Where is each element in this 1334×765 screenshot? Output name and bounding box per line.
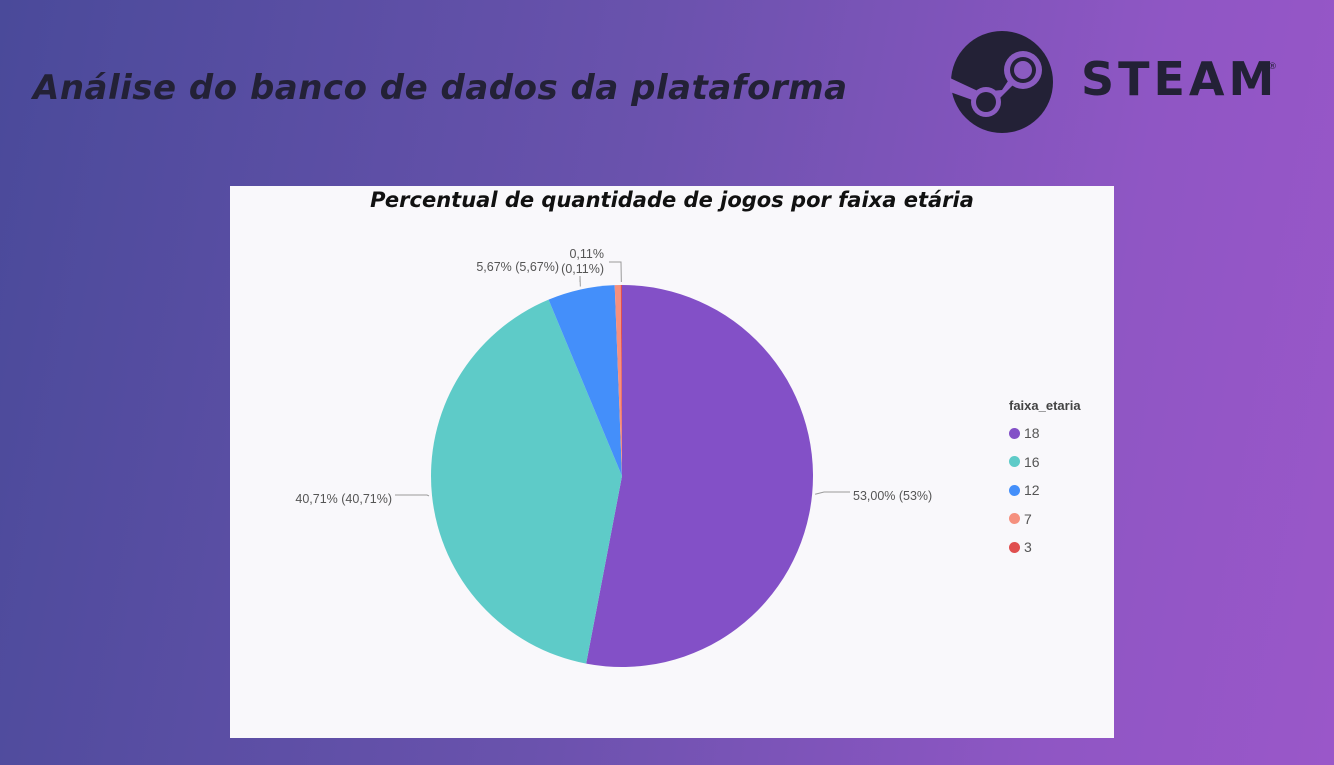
leader-line-18 [815,491,850,495]
chart-title: Percentual de quantidade de jogos por fa… [370,188,974,212]
legend-item-16[interactable]: 16 [1009,448,1081,477]
data-label-3: 0,11% [569,247,604,261]
data-label-18: 53,00% (53%) [853,489,932,503]
legend-marker [1009,484,1020,496]
registered-mark: ® [1268,62,1277,72]
legend-title: faixa_etaria [1009,398,1081,413]
leader-line-16 [395,494,430,497]
data-label-3: (0,11%) [561,262,604,276]
pie-slice-16 [430,299,622,664]
pie-slice-18 [586,285,813,667]
legend-item-7[interactable]: 7 [1009,505,1081,534]
pie-slice-7 [614,285,622,476]
leader-line-3 [609,261,622,283]
legend-item-12[interactable]: 12 [1009,476,1081,505]
legend-marker [1009,427,1020,439]
legend-label: 7 [1024,510,1032,527]
legend-marker [1009,541,1020,553]
steam-icon [950,31,1053,133]
legend-marker [1009,513,1020,525]
legend-items: 18 16 12 7 3 [1009,419,1081,562]
legend-label: 16 [1024,453,1040,470]
legend-label: 18 [1024,425,1040,442]
page-title: Análise do banco de dados da plataforma [33,68,848,108]
steam-wordmark: STEAM [1081,52,1279,106]
steam-logo: STEAM ® [950,30,1290,136]
data-label-12: 5,67% (5,67%) [476,260,559,274]
legend-label: 3 [1024,539,1032,556]
pie-slice-12 [548,285,622,476]
legend-item-18[interactable]: 18 [1009,419,1081,448]
legend-marker [1009,456,1020,468]
legend: faixa_etaria 18 16 12 7 3 [1009,398,1081,562]
pie-chart: 53,00% (53%) 40,71% (40,71%) 5,67% (5,67%)… [295,247,932,667]
chart-panel: Percentual de quantidade de jogos por fa… [230,186,1114,738]
legend-item-3[interactable]: 3 [1009,533,1081,562]
data-label-16: 40,71% (40,71%) [295,492,392,506]
legend-label: 12 [1024,482,1040,499]
